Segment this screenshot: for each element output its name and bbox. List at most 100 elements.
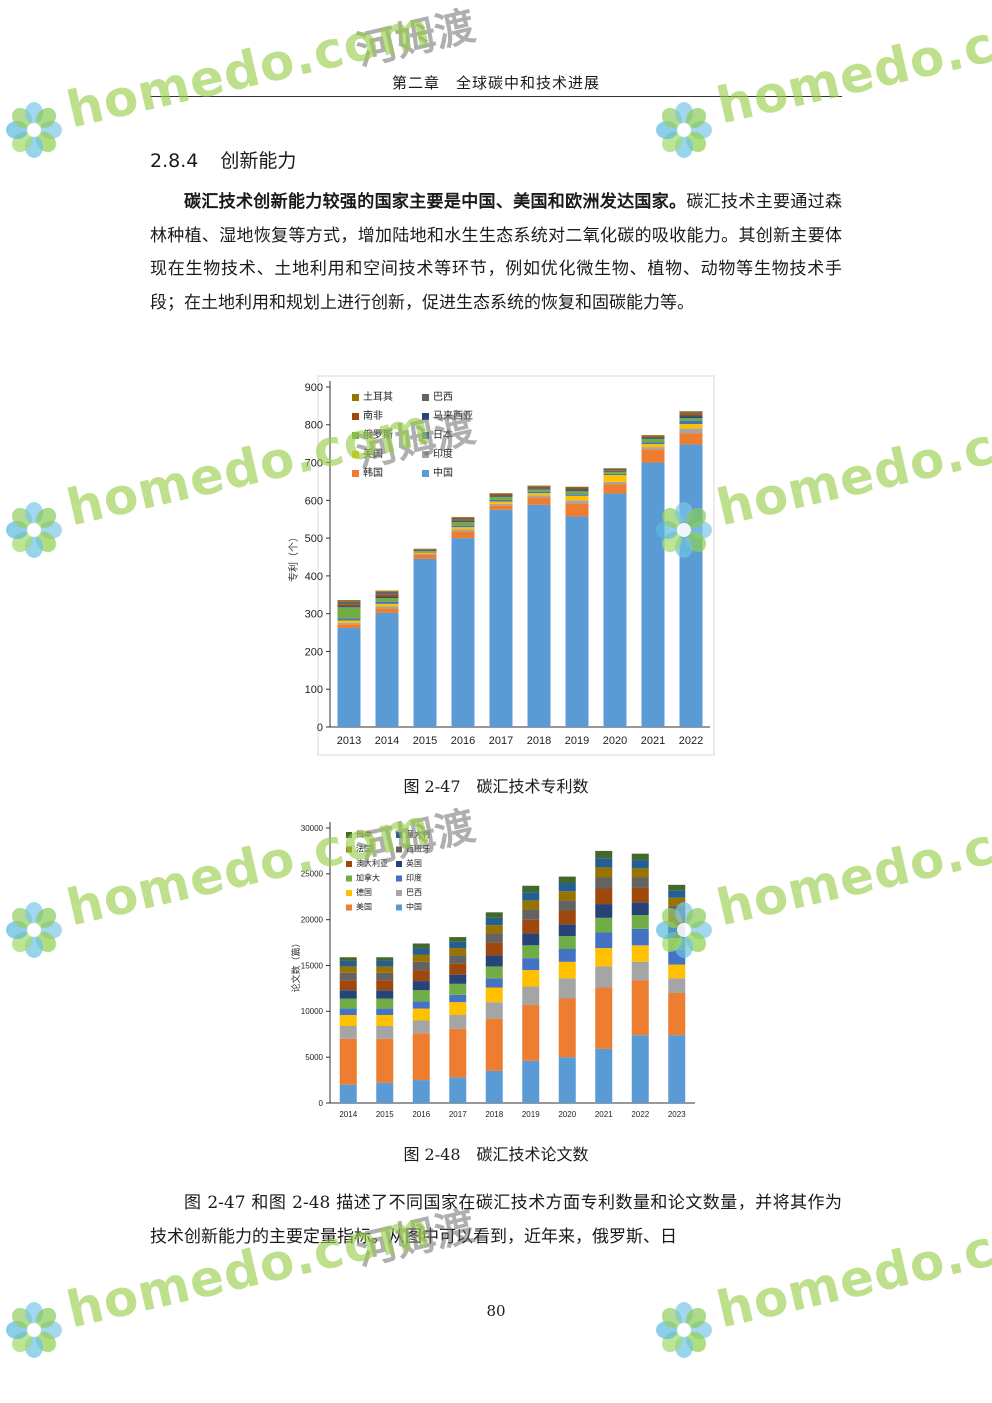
bar-segment — [527, 493, 551, 496]
bar-segment — [668, 890, 686, 898]
legend-label: 日本 — [356, 829, 372, 839]
bar-segment — [449, 974, 467, 984]
figure-caption-1: 图 2-47 碳汇技术专利数 — [403, 777, 589, 796]
bar-segment — [376, 990, 394, 999]
bar-segment — [413, 552, 437, 554]
bar-segment — [339, 1026, 357, 1039]
bar-segment — [631, 1035, 649, 1103]
header-rule — [150, 96, 842, 97]
watermark-brand: homedo.com — [61, 0, 437, 140]
bar-segment — [679, 428, 703, 434]
watermark-brand: homedo.com — [711, 0, 992, 136]
bar-segment — [558, 936, 576, 949]
bar-segment — [413, 549, 437, 551]
bar-segment — [375, 594, 399, 598]
bar-segment — [595, 917, 613, 933]
bar-segment — [376, 1082, 394, 1103]
bar-segment — [489, 493, 513, 494]
y-tick-label: 300 — [305, 609, 323, 621]
section-title: 创新能力 — [220, 150, 297, 172]
bar-segment — [451, 527, 475, 530]
bar-segment — [489, 493, 513, 496]
bar-segment — [558, 961, 576, 979]
legend-swatch — [422, 470, 429, 477]
y-tick-label: 30000 — [301, 824, 324, 833]
bar-segment — [337, 604, 361, 607]
legend-label: 韩国 — [363, 466, 383, 479]
bar-segment — [375, 601, 399, 604]
bar-segment — [375, 603, 399, 607]
bar-segment — [339, 1008, 357, 1015]
bar-segment — [527, 487, 551, 489]
legend-label: 印度 — [433, 447, 453, 460]
bar-segment — [641, 436, 665, 438]
bar-segment — [485, 955, 503, 967]
legend-swatch — [352, 470, 359, 477]
bar-segment — [595, 904, 613, 918]
bar-segment — [412, 1008, 430, 1021]
bar-segment — [603, 493, 627, 727]
bar-segment — [413, 558, 437, 727]
legend-label: 马来西亚 — [433, 410, 473, 422]
bar-segment — [603, 468, 627, 471]
bar-segment — [449, 1077, 467, 1103]
bar-segment — [565, 486, 589, 488]
legend-swatch — [422, 432, 429, 439]
bar-segment — [641, 435, 665, 437]
bar-segment — [412, 954, 430, 962]
x-tick-label: 2013 — [337, 735, 361, 747]
body-paragraph-2: 图 2-47 和图 2-48 描述了不同国家在碳汇技术方面专利数量和论文数量，并… — [150, 1193, 842, 1247]
bar-segment — [339, 966, 357, 973]
bar-segment — [522, 885, 540, 893]
bar-segment — [558, 900, 576, 911]
bar-segment — [631, 887, 649, 903]
legend-label: 中国 — [406, 902, 422, 912]
bar-segment — [449, 955, 467, 964]
x-tick-label: 2018 — [485, 1110, 503, 1119]
bar-segment — [337, 601, 361, 605]
paragraph-text: 碳汇技术主要通过森林种植、湿地恢复等方式，增加陆地和水生生态系统对二氧化碳的吸收… — [150, 192, 843, 313]
bar-segment — [337, 606, 361, 608]
bar-segment — [558, 876, 576, 883]
bar-segment — [489, 509, 513, 727]
bar-segment — [376, 960, 394, 967]
bar-segment — [603, 471, 627, 474]
legend-swatch — [352, 432, 359, 439]
watermark-brand: homedo.com — [711, 397, 992, 538]
x-tick-label: 2020 — [558, 1110, 576, 1119]
bar-segment — [668, 964, 686, 979]
bar-segment — [412, 970, 430, 982]
legend-swatch — [396, 904, 402, 911]
bar-segment — [376, 972, 394, 981]
bar-segment — [489, 505, 513, 510]
bar-segment — [412, 1020, 430, 1034]
bar-segment — [679, 444, 703, 727]
legend-swatch — [396, 846, 402, 853]
bar-segment — [595, 858, 613, 868]
bar-segment — [679, 424, 703, 429]
bar-segment — [595, 888, 613, 905]
bar-segment — [522, 1060, 540, 1103]
bar-segment — [339, 972, 357, 981]
bar-segment — [565, 490, 589, 492]
bar-segment — [641, 438, 665, 439]
bar-segment — [668, 905, 686, 916]
bar-segment — [489, 501, 513, 504]
bar-segment — [522, 986, 540, 1005]
bar-segment — [679, 433, 703, 445]
y-axis-label: 专利（个） — [287, 532, 300, 582]
bar-segment — [595, 987, 613, 1049]
watermark-flower-icon — [6, 102, 62, 158]
y-tick-label: 20000 — [301, 916, 324, 925]
bar-segment — [412, 1001, 430, 1009]
bar-segment — [485, 925, 503, 934]
bar-segment — [376, 998, 394, 1009]
bar-segment — [679, 414, 703, 417]
bar-segment — [522, 945, 540, 959]
legend-swatch — [422, 413, 429, 420]
bar-segment — [522, 933, 540, 946]
legend-label: 巴西 — [406, 888, 422, 897]
section-heading: 2.8.4 创新能力 — [150, 146, 296, 173]
bar-segment — [595, 932, 613, 949]
bar-segment — [595, 966, 613, 988]
